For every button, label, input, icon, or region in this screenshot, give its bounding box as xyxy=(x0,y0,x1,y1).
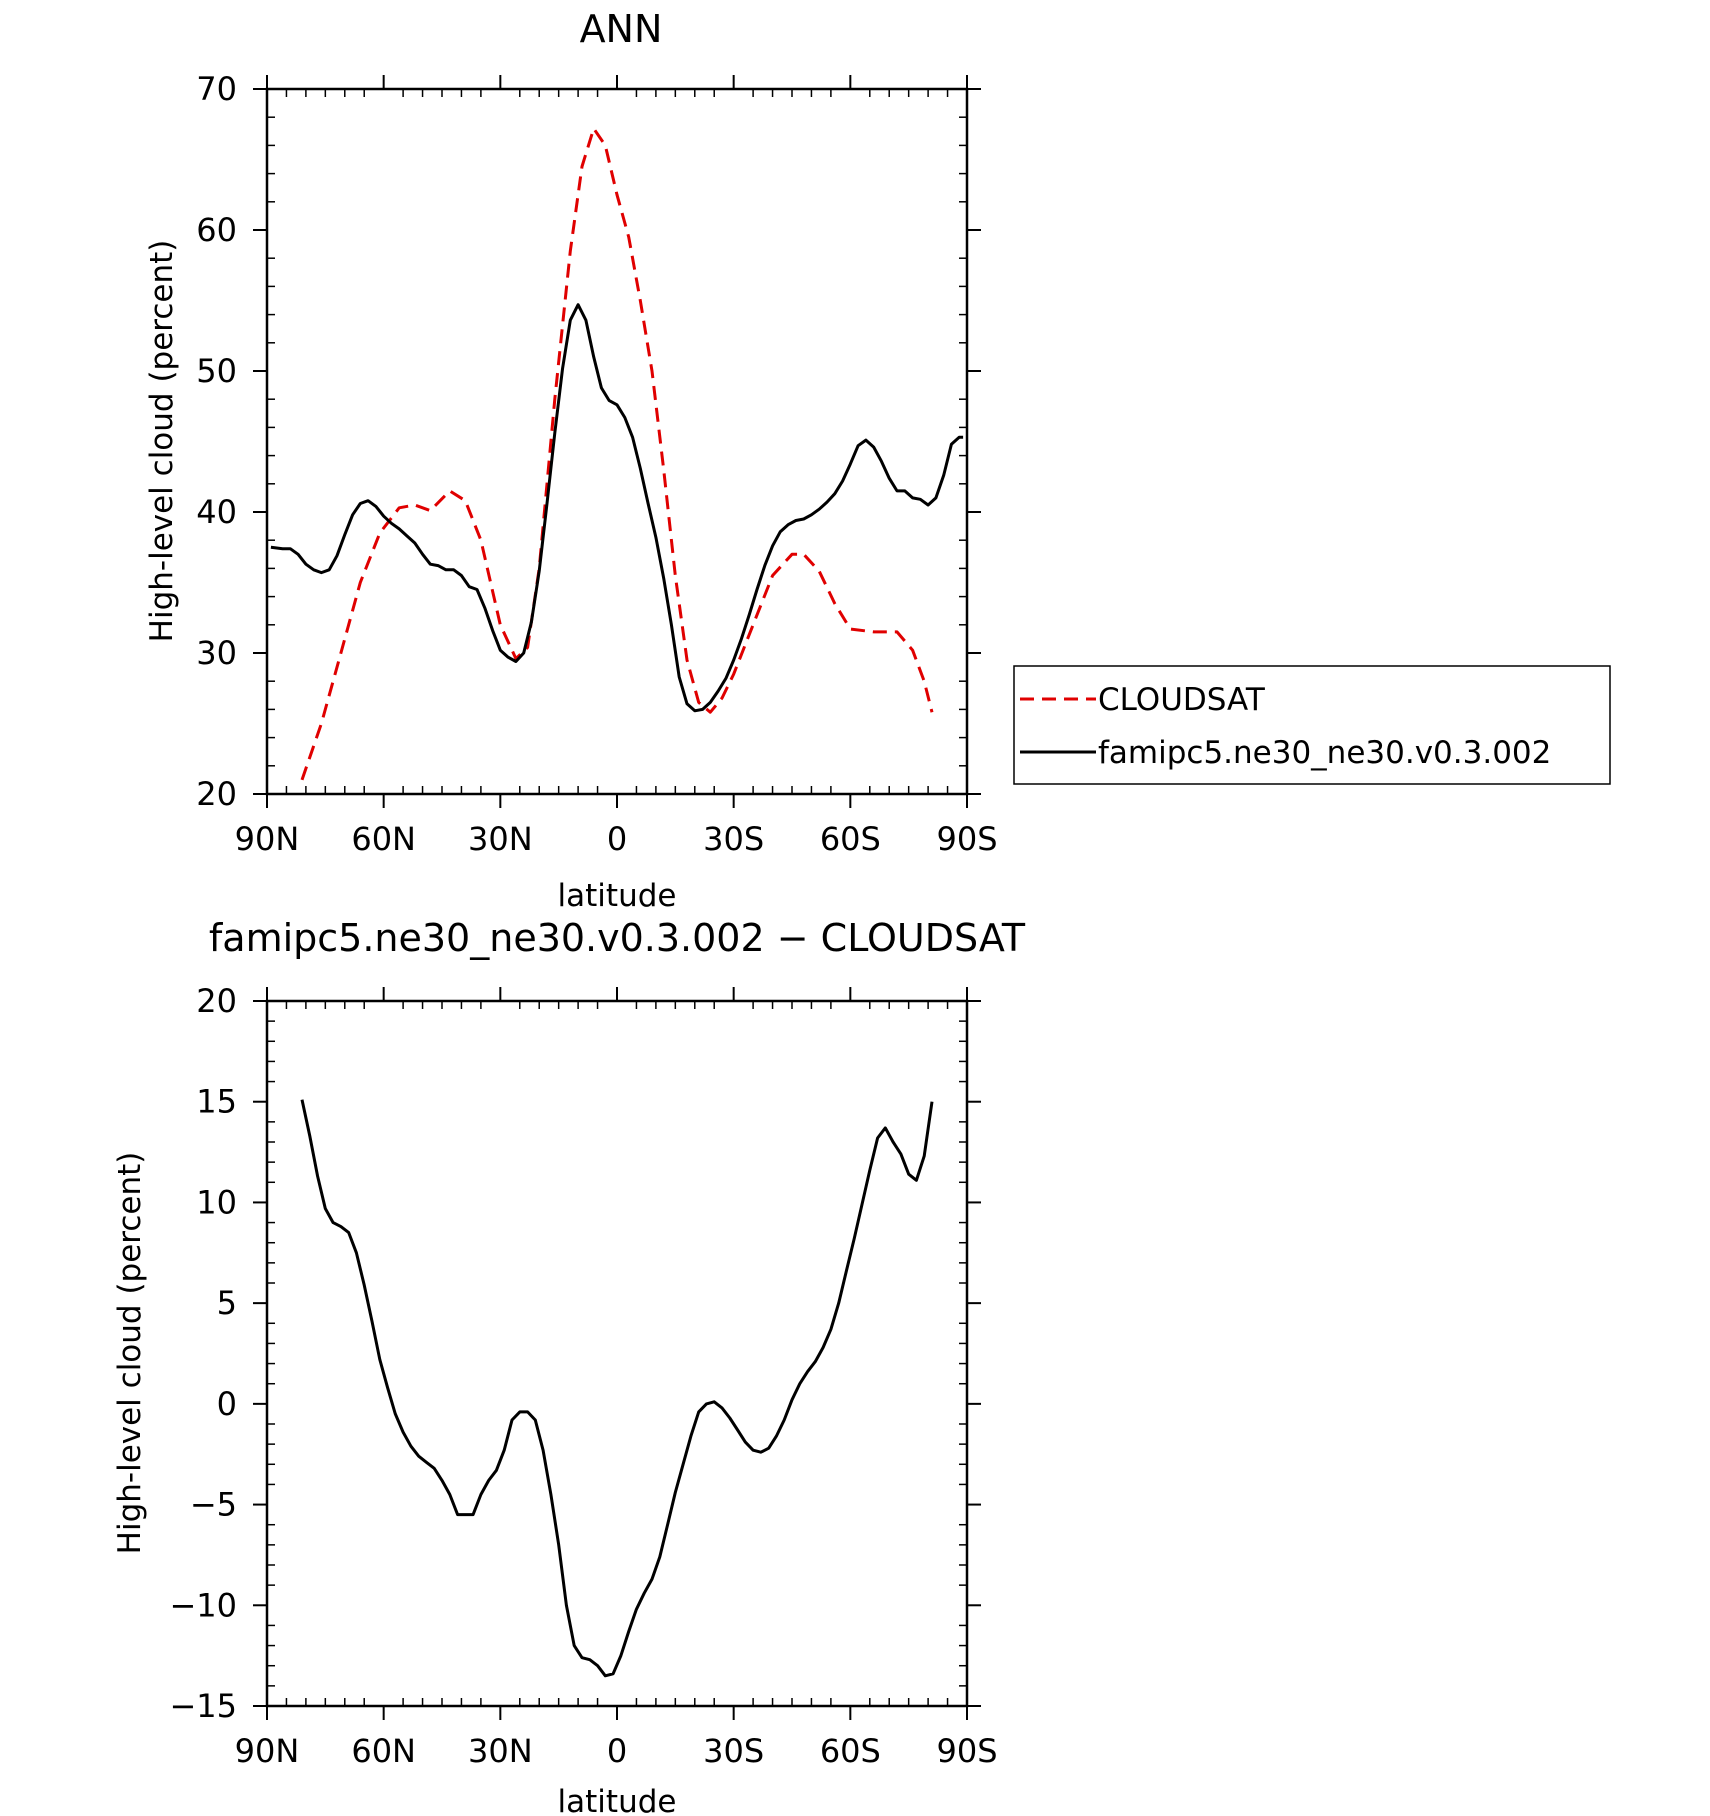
x-tick-label: 90S xyxy=(936,820,997,858)
y-tick-label: 70 xyxy=(196,70,237,108)
legend-box xyxy=(1013,665,1611,785)
y-tick-label: 0 xyxy=(217,1385,237,1423)
y-tick-label: 20 xyxy=(196,982,237,1020)
y-axis-label: High-level cloud (percent) xyxy=(144,240,180,643)
y-tick-label: 10 xyxy=(196,1183,237,1221)
x-tick-label: 60S xyxy=(820,1732,881,1770)
x-axis-label: latitude xyxy=(558,1784,677,1816)
y-tick-label: 50 xyxy=(196,352,237,390)
y-tick-label: 20 xyxy=(196,775,237,813)
chart-title: ANN xyxy=(580,7,663,51)
y-tick-label: 60 xyxy=(196,211,237,249)
y-tick-label: 15 xyxy=(196,1083,237,1121)
x-ticks: 90N 60N 30N 0 30S 60S 90S xyxy=(235,75,998,858)
x-tick-label: 60S xyxy=(820,820,881,858)
y-tick-label: −5 xyxy=(190,1486,237,1524)
plot-lines xyxy=(270,127,964,781)
x-tick-label: 90N xyxy=(235,1732,300,1770)
top-chart-panel: ANN 90N 60N 30N 0 30S 60S 90S 20 30 40 50 60 70 lat… xyxy=(144,7,1611,914)
x-tick-label: 30S xyxy=(703,1732,764,1770)
y-tick-label: −15 xyxy=(169,1687,237,1725)
plot-lines xyxy=(300,1099,934,1678)
chart-title: famipc5.ne30_ne30.v0.3.002 − CLOUDSAT xyxy=(209,916,1026,960)
x-tick-label: 60N xyxy=(351,820,416,858)
x-tick-label: 0 xyxy=(607,1732,627,1770)
y-ticks: 20 30 40 50 60 70 xyxy=(196,70,981,813)
x-tick-label: 30N xyxy=(468,820,533,858)
y-tick-label: 40 xyxy=(196,493,237,531)
legend-label-model: famipc5.ne30_ne30.v0.3.002 xyxy=(1098,735,1551,771)
y-tick-label: 5 xyxy=(217,1284,237,1322)
x-tick-label: 0 xyxy=(607,820,627,858)
x-tick-label: 30S xyxy=(703,820,764,858)
y-axis-label: High-level cloud (percent) xyxy=(112,1152,148,1555)
series-line-0 xyxy=(300,127,934,781)
x-ticks: 90N 60N 30N 0 30S 60S 90S xyxy=(235,987,998,1770)
x-tick-label: 60N xyxy=(351,1732,416,1770)
x-tick-label: 90N xyxy=(235,820,300,858)
legend-label-cloudsat: CLOUDSAT xyxy=(1098,682,1266,718)
legend: CLOUDSAT famipc5.ne30_ne30.v0.3.002 xyxy=(1013,665,1611,785)
y-ticks: −15 −10 −5 0 5 10 15 20 xyxy=(169,982,981,1725)
x-axis-label: latitude xyxy=(558,878,677,914)
y-tick-label: 30 xyxy=(196,634,237,672)
plot-frame xyxy=(265,999,969,1708)
y-tick-label: −10 xyxy=(169,1586,237,1624)
x-tick-label: 30N xyxy=(468,1732,533,1770)
series-line-1 xyxy=(270,303,964,713)
bottom-chart-panel: famipc5.ne30_ne30.v0.3.002 − CLOUDSAT 90… xyxy=(112,916,1026,1816)
series-line-0 xyxy=(300,1099,934,1678)
x-tick-label: 90S xyxy=(936,1732,997,1770)
